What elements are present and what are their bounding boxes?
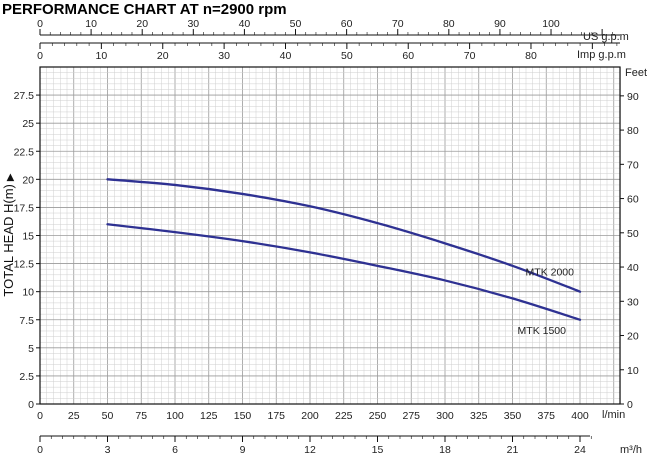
y-tick-label: 15 [22, 231, 34, 243]
left-axis: 0 2.5 5 7.5 10 12.5 15 17.5 20 22.5 25 27.5 [14, 90, 40, 411]
y-tick-label: 0 [28, 399, 34, 411]
lmin-tick-label: 100 [166, 410, 184, 422]
feet-axis-label: Feet [625, 67, 647, 79]
lmin-tick-label: 75 [135, 410, 147, 422]
feet-tick-label: 90 [627, 91, 639, 103]
feet-tick-label: 0 [627, 399, 633, 411]
feet-tick-label: 80 [627, 125, 639, 137]
impgpm-tick-label: 20 [157, 50, 169, 62]
y-tick-label: 25 [22, 118, 34, 130]
lmin-tick-label: 400 [571, 410, 589, 422]
impgpm-tick-label: 30 [218, 50, 230, 62]
m3h-tick-label: 15 [372, 444, 384, 456]
usgpm-tick-label: 100 [542, 18, 560, 30]
m3h-tick-label: 21 [507, 444, 519, 456]
usgpm-tick-label: 40 [239, 18, 251, 30]
series-label-2: MTK 1500 [518, 325, 567, 337]
bottom-axes: 0 25 50 75 100 125 150 175 200 225 250 275 300 325 350… [37, 409, 642, 456]
usgpm-tick-label: 50 [290, 18, 302, 30]
grid [39, 66, 621, 405]
m3h-tick-label: 18 [439, 444, 451, 456]
m3h-tick-label: 3 [105, 444, 111, 456]
lmin-tick-label: 300 [436, 410, 454, 422]
series-line-2 [106, 223, 582, 321]
series-line-1 [106, 178, 582, 293]
lmin-tick-label: 125 [200, 410, 218, 422]
lmin-tick-label: 150 [234, 410, 252, 422]
usgpm-tick-label: 90 [494, 18, 506, 30]
m3h-tick-label: 6 [172, 444, 178, 456]
usgpm-axis-label: US g.p.m [583, 31, 629, 43]
lmin-tick-label: 225 [335, 410, 353, 422]
usgpm-tick-label: 10 [85, 18, 97, 30]
m3h-tick-label: 0 [37, 444, 43, 456]
lmin-tick-label: 175 [267, 410, 285, 422]
y-tick-label: 7.5 [19, 315, 34, 327]
series-label-1: MTK 2000 [526, 267, 575, 279]
impgpm-tick-label: 60 [402, 50, 414, 62]
lmin-tick-label: 25 [68, 410, 80, 422]
impgpm-tick-label: 70 [464, 50, 476, 62]
usgpm-tick-label: 20 [136, 18, 148, 30]
feet-tick-label: 70 [627, 159, 639, 171]
feet-tick-label: 60 [627, 194, 639, 206]
y-tick-label: 17.5 [14, 202, 35, 214]
usgpm-tick-label: 30 [187, 18, 199, 30]
impgpm-tick-label: 40 [280, 50, 292, 62]
m3h-tick-label: 24 [574, 444, 586, 456]
y-tick-label: 10 [22, 287, 34, 299]
usgpm-tick-label: 0 [37, 18, 43, 30]
lmin-tick-label: 250 [369, 410, 387, 422]
impgpm-tick-label: 50 [341, 50, 353, 62]
y-tick-label: 2.5 [19, 371, 34, 383]
lmin-tick-label: 50 [102, 410, 114, 422]
lmin-tick-label: 200 [301, 410, 319, 422]
feet-tick-label: 10 [627, 365, 639, 377]
impgpm-tick-label: 10 [96, 50, 108, 62]
y-tick-label: 5 [28, 343, 34, 355]
y-tick-label: 22.5 [14, 146, 35, 158]
usgpm-tick-label: 80 [443, 18, 455, 30]
feet-tick-label: 40 [627, 262, 639, 274]
m3h-tick-label: 12 [304, 444, 316, 456]
chart-title: PERFORMANCE CHART AT n=2900 rpm [2, 1, 287, 18]
y-tick-label: 27.5 [14, 90, 35, 102]
y-tick-label: 12.5 [14, 259, 35, 271]
series-layer: MTK 2000 MTK 1500 [106, 178, 582, 337]
top-axes: 0 10 20 30 40 50 60 70 80 90 100 US g.p.m 0 10 20 30 40 5… [37, 18, 629, 62]
impgpm-tick-label: 80 [525, 50, 537, 62]
lmin-tick-label: 275 [402, 410, 420, 422]
y-tick-label: 20 [22, 174, 34, 186]
impgpm-tick-label: 0 [37, 50, 43, 62]
feet-tick-label: 50 [627, 228, 639, 240]
impgpm-axis-label: Imp g.p.m [577, 49, 626, 61]
usgpm-tick-label: 60 [341, 18, 353, 30]
lmin-tick-label: 350 [504, 410, 522, 422]
lmin-tick-label: 375 [537, 410, 555, 422]
y-axis-label: TOTAL HEAD H(m)▶ [1, 173, 16, 296]
m3h-tick-label: 9 [240, 444, 246, 456]
lmin-tick-label: 325 [470, 410, 488, 422]
lmin-axis-label: l/min [602, 409, 625, 421]
feet-tick-label: 30 [627, 296, 639, 308]
right-axis: 0 10 20 30 40 50 60 70 80 90 Feet [620, 67, 647, 411]
usgpm-tick-label: 70 [392, 18, 404, 30]
lmin-tick-label: 0 [37, 410, 43, 422]
feet-tick-label: 20 [627, 331, 639, 343]
m3h-axis-label: m³/h [620, 444, 642, 456]
